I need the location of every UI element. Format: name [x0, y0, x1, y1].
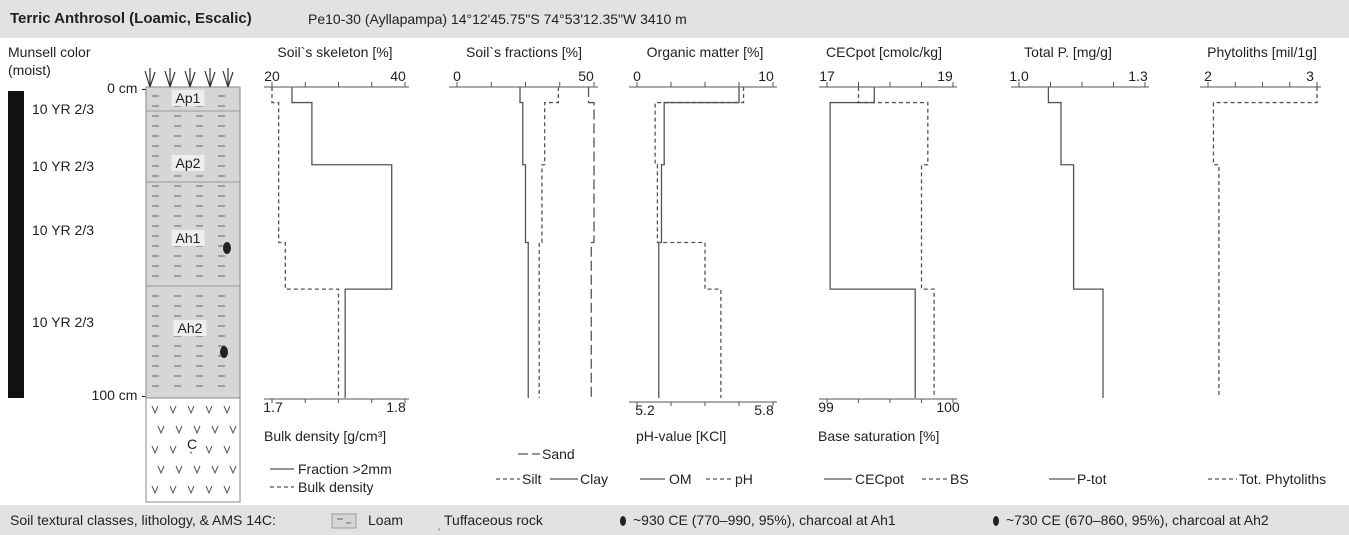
loam-swatch-icon — [331, 513, 357, 529]
data-series — [271, 87, 1318, 398]
munsell-label-moist: (moist) — [8, 62, 51, 78]
legend-om: OM — [669, 471, 692, 487]
legend-sand: Sand — [542, 446, 575, 462]
ph-title: pH-value [KCl] — [636, 428, 727, 444]
horizon-label-ah1: Ah1 — [171, 230, 205, 246]
bs-tick-max: 100 — [936, 399, 960, 415]
ph-tick-min: 5.2 — [635, 402, 655, 418]
ph-tick-max: 5.8 — [754, 402, 774, 418]
bulk-density-title: Bulk density [g/cm³] — [264, 428, 387, 444]
bs-title: Base saturation [%] — [818, 428, 940, 444]
legend-bulk-density: Bulk density — [298, 479, 374, 495]
bulk-density-tick-max: 1.8 — [386, 399, 406, 415]
fractions-tick-max: 50 — [578, 68, 594, 84]
phytoliths-tick-max: 3 — [1306, 68, 1314, 84]
horizon-label-c: C — [184, 436, 200, 452]
organic-title: Organic matter [%] — [646, 44, 764, 60]
bulk-density-tick-min: 1.7 — [263, 399, 283, 415]
phosphorus-tick-max: 1.3 — [1128, 68, 1148, 84]
fractions-title: Soil`s fractions [%] — [466, 44, 582, 60]
legend-fraction: Fraction >2mm — [298, 461, 392, 477]
footer-loam: Loam — [368, 512, 404, 528]
munsell-color-ah2: 10 YR 2/3 — [32, 314, 95, 330]
phytoliths-title: Phytoliths [mil/1g] — [1207, 44, 1317, 60]
charcoal-swatch-icon-1 — [620, 516, 626, 526]
munsell-color-bar — [8, 91, 24, 398]
munsell-color-ap1: 10 YR 2/3 — [32, 101, 95, 117]
cec-tick-max: 19 — [937, 68, 953, 84]
cec-tick-min: 17 — [819, 68, 835, 84]
series-silt — [538, 87, 560, 398]
series-bulk-density — [271, 87, 340, 398]
cec-title: CECpot [cmolc/kg] — [826, 44, 942, 60]
profile-location: Pe10-30 (Ayllapampa) 14°12'45.75"S 74°53… — [308, 11, 687, 27]
footer-tuff: Tuffaceous rock — [444, 512, 543, 528]
series-clay — [519, 87, 529, 398]
organic-tick-max: 10 — [758, 68, 774, 84]
horizon-label-ap2: Ap2 — [171, 155, 205, 171]
series-ph — [654, 87, 745, 398]
series-p-tot — [1047, 87, 1104, 398]
series-fraction-2mm — [291, 87, 393, 398]
charcoal-swatch-icon-2 — [993, 516, 999, 526]
profile-title: Terric Anthrosol (Loamic, Escalic) — [10, 10, 252, 27]
series-cecpot — [829, 87, 916, 398]
skeleton-title: Soil`s skeleton [%] — [277, 44, 393, 60]
charcoal-marker-ah2 — [220, 346, 228, 358]
skeleton-tick-max: 40 — [390, 68, 406, 84]
munsell-color-ah1: 10 YR 2/3 — [32, 222, 95, 238]
horizon-boundaries — [146, 110, 240, 287]
bs-tick-min: 99 — [818, 399, 834, 415]
vegetation-icon — [144, 68, 234, 88]
footer-bar — [0, 505, 1349, 535]
phytoliths-tick-min: 2 — [1204, 68, 1212, 84]
munsell-label: Munsell color — [8, 44, 91, 60]
legend-cecpot: CECpot — [855, 471, 905, 487]
series-sand — [587, 87, 595, 398]
phosphorus-title: Total P. [mg/g] — [1024, 44, 1112, 60]
phosphorus-tick-min: 1.0 — [1009, 68, 1029, 84]
depth-top-label: 0 cm - — [107, 80, 146, 96]
legend-clay: Clay — [580, 471, 609, 487]
charcoal-marker-ah1 — [223, 242, 231, 254]
footer-date-ah2: ~730 CE (670–860, 95%), charcoal at Ah2 — [1006, 512, 1269, 528]
legend-bs: BS — [950, 471, 969, 487]
series-bs — [857, 87, 935, 398]
legend-phytoliths: Tot. Phytoliths — [1239, 471, 1327, 487]
legend-ptot: P-tot — [1077, 471, 1107, 487]
series-tot-phytoliths — [1212, 87, 1318, 398]
footer-lead: Soil textural classes, lithology, & AMS … — [10, 512, 276, 528]
legend-swatches — [270, 453, 1237, 488]
depth-bottom-label: 100 cm - — [91, 387, 146, 403]
organic-tick-min: 0 — [633, 68, 641, 84]
panel-axes — [264, 82, 1321, 406]
header-bar — [0, 0, 1349, 38]
legend-silt: Silt — [522, 471, 542, 487]
horizon-label-ap1: Ap1 — [171, 90, 205, 106]
skeleton-tick-min: 20 — [264, 68, 280, 84]
footer-date-ah1: ~930 CE (770–990, 95%), charcoal at Ah1 — [633, 512, 896, 528]
fractions-tick-min: 0 — [453, 68, 461, 84]
munsell-color-ap2: 10 YR 2/3 — [32, 158, 95, 174]
legend-ph: pH — [735, 471, 753, 487]
tuff-swatch-icon: ˌ — [437, 517, 441, 531]
tuff-pattern — [151, 405, 237, 495]
horizon-label-ah2: Ah2 — [173, 320, 207, 336]
